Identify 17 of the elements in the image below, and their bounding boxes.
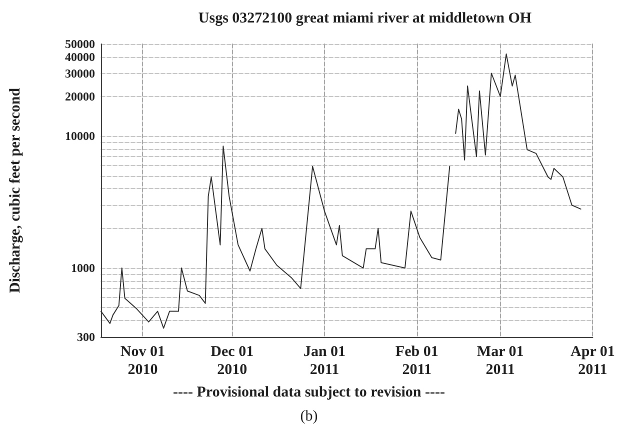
y-axis-title: Discharge, cubic feet per second: [8, 87, 24, 294]
x-tick-label: Feb 01 2011: [395, 344, 438, 378]
x-tick-label: Apr 01 2011: [570, 344, 615, 378]
y-tick-label: 300: [77, 330, 95, 344]
y-tick-label: 40000: [65, 50, 95, 64]
text: (b): [300, 408, 318, 424]
y-tick-label: 20000: [65, 89, 95, 104]
chart-title: Usgs 03272100 great miami river at middletown OH: [198, 10, 532, 26]
y-tick-label: 10000: [65, 129, 95, 144]
y-tick-label: 50000: [65, 37, 95, 51]
x-tick-label: Jan 01 2011: [303, 344, 346, 378]
text: ---- Provisional data subject to revision ----: [173, 384, 445, 400]
y-tick-label: 1000: [71, 261, 95, 276]
x-tick-label: Nov 01 2010: [120, 344, 166, 378]
x-tick-label: Mar 01 2011: [476, 344, 524, 378]
x-tick-label: Dec 01 2010: [210, 344, 254, 378]
y-tick-label: 30000: [65, 66, 95, 80]
